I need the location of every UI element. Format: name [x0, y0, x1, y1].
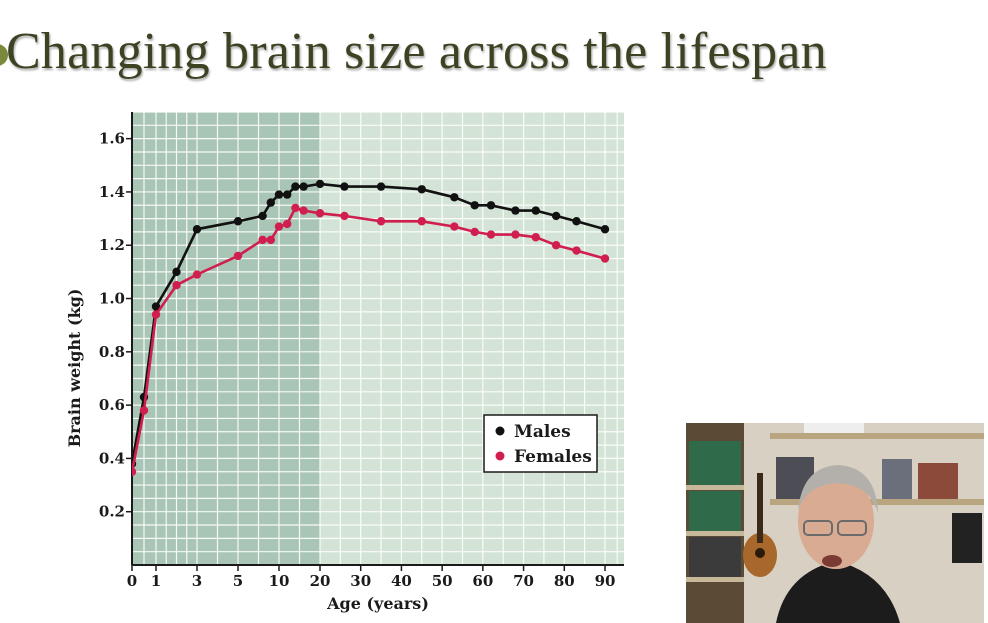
data-point-females [274, 222, 284, 231]
data-point-males [258, 211, 267, 221]
y-tick-labels: 0.2 0.4 0.6 0.8 1.0 1.2 1.4 1.6 [99, 130, 132, 521]
presenter-video-icon [686, 423, 984, 623]
data-point-females [470, 227, 479, 237]
y-tick-label: 0.4 [99, 449, 125, 467]
data-point-females [291, 203, 300, 213]
data-point-males [315, 179, 325, 189]
data-point-males [376, 182, 386, 191]
y-tick-label: 1.2 [99, 236, 125, 254]
data-point-females [511, 230, 520, 239]
grid [132, 111, 624, 566]
x-tick-label: 40 [391, 572, 412, 590]
y-tick-label: 1.0 [99, 290, 125, 308]
data-point-females [450, 222, 459, 231]
y-tick-label: 0.2 [99, 503, 125, 521]
y-tick-label: 1.6 [99, 130, 125, 148]
data-point-females [340, 211, 349, 221]
legend: Males Females [483, 414, 598, 473]
x-tick-label: 20 [310, 572, 331, 590]
x-tick-label: 50 [432, 572, 453, 590]
data-point-males [450, 193, 459, 202]
data-point-males [486, 201, 496, 210]
data-point-males [417, 185, 426, 194]
data-point-females [600, 254, 610, 263]
data-point-females [132, 467, 137, 476]
data-point-females [417, 217, 426, 226]
data-point-males [600, 225, 610, 234]
data-point-males [299, 182, 308, 191]
data-point-females [258, 235, 267, 245]
data-point-females [551, 241, 561, 250]
data-point-males [291, 182, 300, 191]
data-point-females [299, 206, 308, 215]
data-point-males [233, 217, 243, 226]
data-point-males [511, 206, 520, 215]
x-tick-label: 1 [151, 572, 161, 590]
y-tick-label: 0.8 [99, 343, 125, 361]
data-point-females [376, 217, 386, 226]
slide-title: Changing brain size across the lifespan [6, 23, 827, 80]
legend-label-males: Males [514, 422, 571, 442]
data-point-females [486, 230, 496, 239]
data-point-males [572, 217, 581, 226]
data-point-males [274, 190, 284, 199]
x-tick-label: 30 [350, 572, 371, 590]
x-tick-label: 5 [233, 572, 243, 590]
presenter-webcam [686, 423, 984, 623]
data-point-females [266, 235, 275, 245]
y-tick-label: 1.4 [99, 183, 125, 201]
data-point-males [283, 190, 292, 199]
x-tick-label: 10 [269, 572, 290, 590]
axes [131, 112, 624, 566]
y-axis-title: Brain weight (kg) [65, 289, 84, 448]
data-point-males [470, 201, 479, 210]
data-point-males [531, 206, 540, 215]
series-layer [132, 179, 610, 476]
data-point-females [172, 281, 181, 290]
data-point-females [531, 233, 540, 242]
data-point-males [192, 225, 202, 234]
x-tick-labels: 0 1 3 5 10 20 30 40 50 60 70 80 90 [127, 565, 616, 590]
data-point-males [340, 182, 349, 191]
x-tick-label: 90 [595, 572, 616, 590]
data-point-males [172, 267, 181, 277]
legend-label-females: Females [514, 447, 592, 467]
data-point-males [266, 198, 275, 207]
x-tick-label: 0 [127, 572, 137, 590]
data-point-males [551, 211, 561, 221]
x-tick-label: 3 [192, 572, 202, 590]
data-point-females [315, 209, 325, 218]
data-point-females [233, 251, 243, 261]
legend-marker-males [495, 426, 505, 436]
x-tick-label: 70 [513, 572, 534, 590]
data-point-females [151, 310, 161, 319]
data-point-females [283, 219, 292, 229]
data-point-females [192, 270, 202, 279]
title-bullet-icon [0, 44, 8, 66]
x-tick-label: 60 [472, 572, 493, 590]
legend-marker-females [495, 451, 505, 461]
data-point-females [139, 406, 149, 415]
data-point-females [572, 246, 581, 255]
data-point-males [151, 302, 161, 311]
x-tick-label: 80 [554, 572, 575, 590]
y-tick-label: 0.6 [99, 396, 125, 414]
x-axis-title: Age (years) [326, 594, 429, 613]
legend-box [483, 414, 598, 473]
